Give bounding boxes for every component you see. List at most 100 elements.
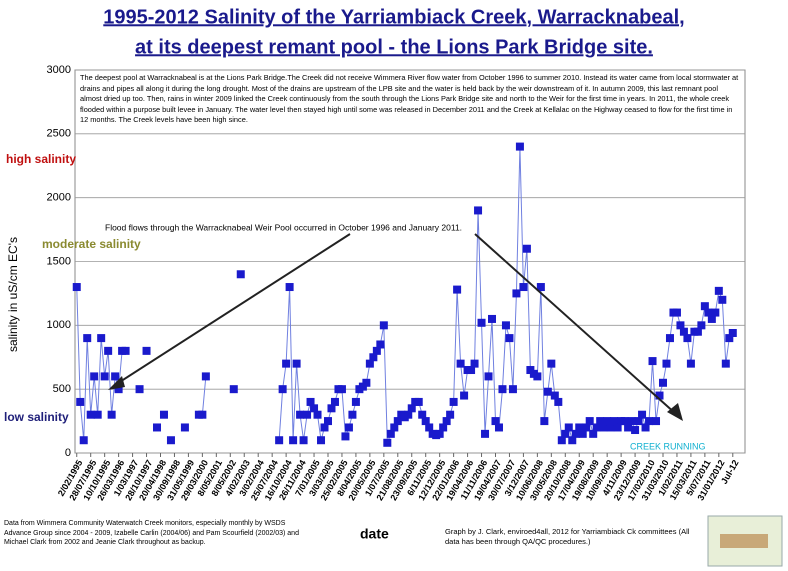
data-point (317, 436, 326, 445)
arrow-head (667, 403, 683, 421)
data-point (407, 404, 416, 413)
data-point (442, 417, 451, 426)
data-point (153, 423, 162, 432)
data-point (369, 353, 378, 362)
annotation: high salinity (6, 152, 76, 166)
data-point (662, 359, 671, 368)
data-point (714, 286, 723, 295)
data-point (383, 438, 392, 447)
data-point (477, 318, 486, 327)
data-point (606, 423, 615, 432)
data-point (72, 283, 81, 292)
data-point (386, 429, 395, 438)
data-point (554, 397, 563, 406)
data-point (456, 359, 465, 368)
data-point (372, 346, 381, 355)
data-point (439, 423, 448, 432)
data-point (330, 397, 339, 406)
data-point (180, 423, 189, 432)
data-point (711, 308, 720, 317)
data-point (543, 387, 552, 396)
data-point (624, 423, 633, 432)
chart-title: 1995-2012 Salinity of the Yarriambiack C… (103, 6, 684, 28)
data-point (620, 417, 629, 426)
data-point (390, 423, 399, 432)
data-point (313, 410, 322, 419)
data-point (467, 366, 476, 375)
data-point (603, 417, 612, 426)
data-point (418, 410, 427, 419)
data-point (728, 328, 737, 337)
data-point (421, 417, 430, 426)
data-point (327, 404, 336, 413)
data-point (721, 359, 730, 368)
data-point (201, 372, 210, 381)
y-tick-label: 0 (65, 447, 71, 459)
data-point (693, 327, 702, 336)
y-axis-label: salinity in uS/cm EC's (6, 237, 20, 352)
arrow (114, 233, 351, 386)
data-point (658, 378, 667, 387)
data-point (571, 429, 580, 438)
data-point (488, 314, 497, 323)
data-point (589, 429, 598, 438)
data-point (550, 391, 559, 400)
data-point (686, 359, 695, 368)
data-point (613, 423, 622, 432)
data-point (425, 423, 434, 432)
data-point (393, 417, 402, 426)
data-point (282, 359, 291, 368)
data-point (599, 423, 608, 432)
data-point (474, 206, 483, 215)
y-tick-label: 1500 (47, 255, 71, 267)
data-point (278, 385, 287, 394)
x-axis-label: date (360, 526, 389, 542)
data-point (198, 410, 207, 419)
data-point (519, 283, 528, 292)
data-point (348, 410, 357, 419)
data-point (362, 378, 371, 387)
data-point (557, 436, 566, 445)
data-point (76, 397, 85, 406)
data-point (299, 436, 308, 445)
data-point (435, 429, 444, 438)
logo-bridge (720, 534, 768, 548)
data-point (585, 417, 594, 426)
text-box: The deepest pool at Warracknabeal is at … (80, 73, 739, 125)
data-point (292, 359, 301, 368)
data-point (303, 410, 312, 419)
data-point (676, 321, 685, 330)
data-point (505, 334, 514, 343)
data-point (641, 423, 650, 432)
y-tick-label: 3000 (47, 64, 71, 76)
data-point (697, 321, 706, 330)
data-point (634, 417, 643, 426)
data-point (578, 429, 587, 438)
data-point (638, 410, 647, 419)
data-point (652, 417, 661, 426)
credit-note: Graph by J. Clark, enviroed4all, 2012 fo… (445, 527, 690, 546)
data-point (561, 429, 570, 438)
data-point (229, 385, 238, 394)
data-point (93, 410, 102, 419)
data-point (320, 423, 329, 432)
data-point (536, 283, 545, 292)
data-point (700, 302, 709, 311)
data-point (718, 295, 727, 304)
arrow (474, 233, 677, 415)
data-point (704, 308, 713, 317)
data-point (337, 385, 346, 394)
data-point (522, 244, 531, 253)
data-point (631, 426, 640, 435)
data-point (481, 429, 490, 438)
annotation: low salinity (4, 410, 69, 424)
data-point (121, 346, 130, 355)
data-point (306, 397, 315, 406)
data-point (665, 334, 674, 343)
data-point (449, 397, 458, 406)
data-point (515, 142, 524, 151)
data-point (376, 340, 385, 349)
data-point (679, 327, 688, 336)
data-point (655, 391, 664, 400)
data-point (645, 417, 654, 426)
